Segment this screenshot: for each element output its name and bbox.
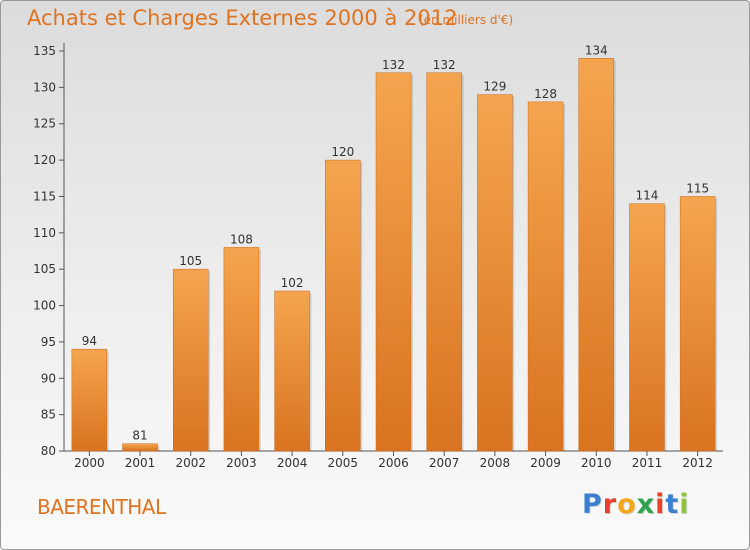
bar-group: 94 [71,334,109,452]
bar-group: 129 [477,80,515,452]
bar [375,72,412,452]
y-tick-label: 120 [33,153,56,167]
logo-letter: i [679,489,690,520]
bar-group: 132 [375,58,413,452]
bar-group: 105 [172,254,211,452]
bar [172,268,209,452]
y-tick-label: 85 [41,408,56,422]
x-tick-label: 2000 [74,456,105,470]
x-tick-label: 2001 [125,456,156,470]
y-tick-label: 130 [33,80,56,94]
y-tick-label: 100 [33,299,56,313]
logo-letter: x [636,489,656,520]
bar [223,247,260,452]
bar [325,159,361,452]
y-tick-label: 115 [33,189,56,203]
bar [578,58,615,452]
bar-group: 128 [527,87,566,452]
y-tick-label: 105 [33,262,56,276]
logo-letter: t [665,489,680,520]
data-label: 120 [331,145,354,159]
bar-group: 102 [274,276,312,452]
bar [629,203,665,452]
data-label: 81 [132,429,147,443]
chart-title: Achats et Charges Externes 2000 à 2012 [27,6,458,30]
logo-letter: o [617,489,637,520]
x-tick-label: 2010 [581,456,612,470]
bar-group: 114 [629,189,667,452]
bar-group: 108 [223,232,261,452]
commune-name: BAERENTHAL [37,495,166,519]
bar [71,348,108,452]
logo-letter: r [602,489,618,520]
x-tick-label: 2004 [277,456,308,470]
data-label: 132 [382,58,405,72]
data-label: 129 [483,80,506,94]
data-label: 115 [686,181,709,195]
data-label: 102 [281,276,304,290]
data-label: 108 [230,232,253,246]
bar [426,72,462,452]
bar-group: 120 [325,145,363,452]
bar [679,196,716,452]
data-label: 134 [585,43,608,57]
data-label: 128 [534,87,557,101]
bar [122,443,158,452]
chart-subtitle: (en milliers d'€) [419,13,514,27]
bar [477,94,513,452]
bar-group: 115 [679,181,718,452]
bar-group: 132 [426,58,464,452]
x-tick-label: 2009 [530,456,561,470]
y-tick-label: 110 [33,226,56,240]
x-tick-label: 2005 [328,456,359,470]
data-label: 105 [179,254,202,268]
y-tick-label: 90 [41,371,56,385]
x-tick-label: 2008 [480,456,511,470]
x-tick-label: 2012 [682,456,713,470]
y-tick-label: 125 [33,117,56,131]
x-tick-label: 2006 [378,456,409,470]
bar-group: 81 [122,429,160,452]
y-tick-label: 80 [41,444,56,458]
bar-group: 134 [578,43,616,452]
y-tick-label: 135 [33,44,56,58]
data-label: 94 [82,334,97,348]
x-tick-label: 2011 [632,456,663,470]
data-label: 132 [433,58,456,72]
x-tick-label: 2007 [429,456,460,470]
data-label: 114 [636,189,659,203]
proxiti-logo: Proxiti [582,489,690,520]
y-tick-label: 95 [41,335,56,349]
logo-letter: P [582,489,603,520]
x-tick-label: 2003 [226,456,257,470]
chart-bars: 94 81 105 108 102 120 132 132 129 128 134 114 115 [71,43,718,452]
bar [527,101,564,452]
chart-axes: 80 85 90 95 100 105 110 115 120 125 130 135 2000 2001… [33,43,723,470]
logo-letter: i [655,489,666,520]
bar [274,290,310,452]
x-tick-label: 2002 [175,456,206,470]
